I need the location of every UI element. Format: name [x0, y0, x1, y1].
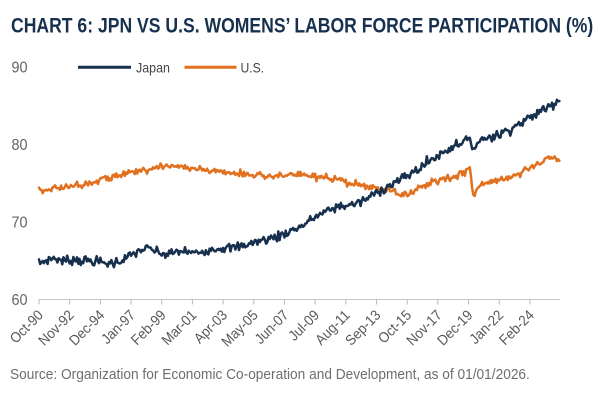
svg-text:90: 90	[11, 59, 27, 77]
svg-text:60: 60	[11, 291, 27, 309]
svg-text:CHART 6: JPN VS U.S. WOMENS’ L: CHART 6: JPN VS U.S. WOMENS’ LABOR FORCE…	[11, 14, 593, 38]
svg-text:80: 80	[11, 136, 27, 154]
svg-text:70: 70	[11, 214, 27, 232]
svg-text:U.S.: U.S.	[241, 59, 265, 75]
svg-text:Source: Organization for Econo: Source: Organization for Economic Co-ope…	[10, 366, 530, 383]
svg-text:Japan: Japan	[136, 60, 170, 76]
